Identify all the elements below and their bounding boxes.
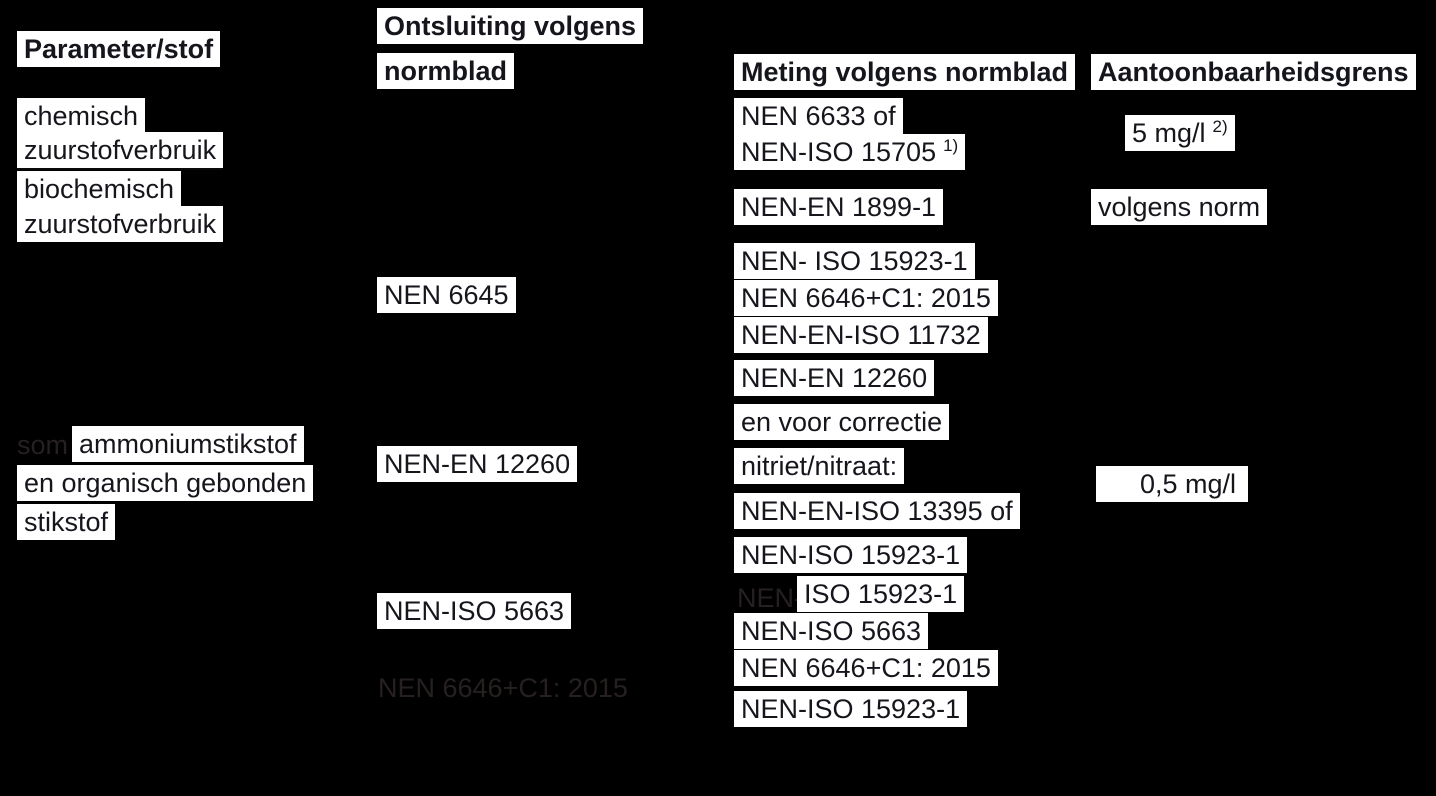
cell-parameter-chemisch-zuurstofverbruik: zuurstofverbruik [17,132,224,170]
cell-parameter-en-organisch-gebonden: en organisch gebonden [17,465,314,501]
footnote-marker-1: 1) [943,136,959,155]
cell-parameter-chemisch: chemisch [17,98,146,134]
cell-meting-nen-iso-15923-1-row3: NEN- ISO 15923-1 [734,243,975,279]
norm-text: NEN-ISO 15705 [741,137,937,167]
cell-meting-nen-prefix-faint: NEN- [737,583,803,613]
cell-ontsluiting-nen-en-12260: NEN-EN 12260 [377,446,578,482]
grens-text: 5 mg/l [1132,118,1206,148]
column-header-aantoonbaarheidsgrens: Aantoonbaarheidsgrens [1091,54,1416,90]
cell-meting-nen-iso-5663: NEN-ISO 5663 [734,613,929,649]
cell-meting-nen-iso-15705: NEN-ISO 15705 1) [734,134,966,170]
cell-parameter-biochemisch: biochemisch [17,171,182,207]
cell-meting-en-voor-correctie: en voor correctie [734,404,950,440]
cell-grens-volgens-norm: volgens norm [1091,189,1268,225]
cell-ontsluiting-nen-iso-5663: NEN-ISO 5663 [377,593,572,629]
cell-meting-nen-iso-15923-1-row4: NEN-ISO 15923-1 [734,537,968,573]
cell-grens-0-5-mg-l: 0,5 mg/l [1096,466,1249,502]
cell-parameter-stikstof: stikstof [17,504,116,540]
cell-parameter-som-faint: som [17,430,69,460]
cell-ontsluiting-nen-6645: NEN 6645 [377,277,516,313]
column-header-ontsluiting-line2: normblad [377,53,515,89]
column-header-ontsluiting-line1: Ontsluiting volgens [377,8,644,44]
cell-meting-iso-15923-1-row5: ISO 15923-1 [797,576,965,612]
cell-meting-nen-en-1899-1: NEN-EN 1899-1 [734,189,944,225]
cell-meting-nen-en-iso-13395: NEN-EN-ISO 13395 of [734,493,1020,529]
cell-meting-nen-6646-c1-2015-row3: NEN 6646+C1: 2015 [734,280,998,316]
cell-meting-nitriet-nitraat: nitriet/nitraat: [734,448,905,484]
cell-meting-nen-en-iso-11732: NEN-EN-ISO 11732 [734,317,988,353]
column-header-meting: Meting volgens normblad [734,54,1076,90]
cell-parameter-ammoniumstikstof: ammoniumstikstof [72,426,304,462]
cell-grens-5-mg-l: 5 mg/l 2) [1125,115,1235,151]
cell-meting-nen-en-12260: NEN-EN 12260 [734,360,935,396]
cell-meting-nen-6646-c1-2015-row6: NEN 6646+C1: 2015 [734,650,998,686]
cell-ontsluiting-nen-6646-faint: NEN 6646+C1: 2015 [378,673,628,703]
cell-meting-nen-6633: NEN 6633 of [734,98,903,134]
cell-meting-nen-iso-15923-1-row6: NEN-ISO 15923-1 [734,691,968,727]
footnote-marker-2: 2) [1212,117,1228,136]
column-header-parameter-stof: Parameter/stof [17,31,221,67]
cell-parameter-biochemisch-zuurstofverbruik: zuurstofverbruik [17,206,224,242]
